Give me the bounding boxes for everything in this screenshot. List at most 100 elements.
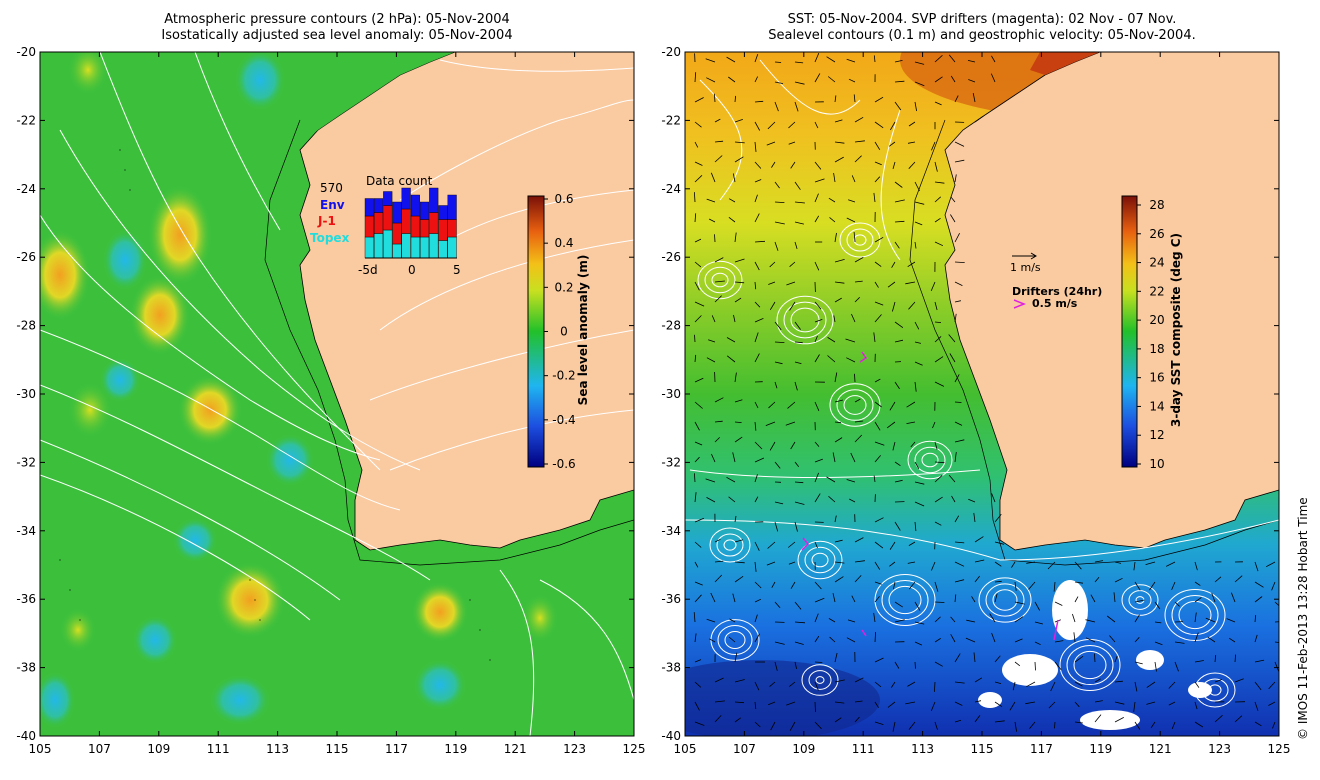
velocity-arrow xyxy=(834,539,843,543)
velocity-arrow xyxy=(1072,613,1076,623)
velocity-arrow xyxy=(754,474,758,483)
inset-bar-segment xyxy=(420,201,430,220)
velocity-arrow xyxy=(874,541,884,549)
eddy-contour xyxy=(985,583,1025,617)
velocity-arrow xyxy=(934,461,945,464)
eddy-contour xyxy=(1066,644,1114,686)
velocity-arrow xyxy=(967,60,976,63)
velocity-arrow xyxy=(934,474,943,483)
velocity-arrow xyxy=(894,661,900,669)
velocity-arrow xyxy=(694,261,702,268)
x-tick-label: 117 xyxy=(385,742,408,756)
velocity-arrow xyxy=(706,618,716,623)
velocity-arrow xyxy=(890,121,896,131)
inset-bar-segment xyxy=(374,212,384,234)
velocity-arrow xyxy=(874,596,880,603)
velocity-arrow xyxy=(894,321,904,329)
velocity-arrow xyxy=(874,161,882,166)
velocity-arrow xyxy=(889,541,896,550)
velocity-arrow xyxy=(814,121,819,129)
velocity-arrow xyxy=(771,581,776,588)
eddy-contour xyxy=(888,585,922,615)
velocity-arrow xyxy=(814,493,821,503)
velocity-arrow xyxy=(785,421,796,426)
colorbar-tick-label: 26 xyxy=(1149,227,1164,241)
velocity-arrow xyxy=(770,721,776,731)
x-tick-label: 123 xyxy=(563,742,586,756)
velocity-arrow xyxy=(728,216,736,223)
inset-xtick-2: 5 xyxy=(453,263,461,277)
velocity-arrow xyxy=(794,61,804,64)
y-tick-label: -22 xyxy=(16,113,36,127)
x-tick-label: 119 xyxy=(1089,742,1112,756)
velocity-arrow xyxy=(908,121,916,127)
velocity-arrow xyxy=(714,118,721,123)
velocity-arrow xyxy=(834,259,845,263)
velocity-arrow xyxy=(713,93,716,103)
x-tick-label: 117 xyxy=(1030,742,1053,756)
velocity-arrow xyxy=(994,681,1002,684)
velocity-arrow xyxy=(706,198,716,203)
velocity-arrow xyxy=(774,241,779,251)
velocity-arrow xyxy=(694,238,702,243)
eddy-contour xyxy=(697,260,743,300)
velocity-arrow xyxy=(874,455,881,463)
velocity-arrow xyxy=(714,560,724,563)
velocity-arrow xyxy=(874,96,884,103)
velocity-arrow xyxy=(914,221,923,226)
velocity-arrow xyxy=(914,521,917,532)
velocity-arrow xyxy=(934,521,942,526)
velocity-arrow xyxy=(1171,721,1176,730)
velocity-arrow xyxy=(854,140,865,143)
velocity-arrow xyxy=(934,241,944,247)
x-tick-label: 121 xyxy=(504,742,527,756)
velocity-arrow xyxy=(1014,661,1021,667)
velocity-arrow xyxy=(814,458,823,463)
velocity-arrow xyxy=(954,401,962,403)
velocity-arrow xyxy=(794,461,800,468)
velocity-arrow xyxy=(948,474,956,483)
velocity-arrow xyxy=(789,721,796,731)
inset-bar-segment xyxy=(438,219,448,241)
velocity-arrow xyxy=(834,156,844,163)
velocity-arrow xyxy=(954,439,965,443)
y-tick-label: -34 xyxy=(16,524,36,538)
velocity-arrow xyxy=(694,721,705,726)
velocity-arrow xyxy=(787,401,796,409)
velocity-arrow xyxy=(694,594,702,603)
velocity-arrow xyxy=(694,401,703,409)
velocity-arrow xyxy=(892,721,896,732)
eddy-contour xyxy=(874,574,936,626)
velocity-arrow xyxy=(954,515,960,523)
velocity-arrow xyxy=(874,517,884,523)
velocity-arrow xyxy=(754,421,757,431)
velocity-arrow xyxy=(874,401,882,408)
velocity-arrow xyxy=(709,638,716,643)
inset-bar-segment xyxy=(392,222,402,245)
velocity-arrow xyxy=(854,434,863,443)
velocity-arrow xyxy=(874,121,884,129)
velocity-arrow xyxy=(989,613,996,623)
x-tick-label: 111 xyxy=(207,742,230,756)
velocity-arrow xyxy=(694,633,697,643)
velocity-arrow xyxy=(694,473,696,483)
velocity-arrow xyxy=(1134,681,1138,692)
eddy-contour xyxy=(716,533,744,557)
velocity-arrow xyxy=(694,541,702,548)
right-map xyxy=(685,52,1279,736)
sealevel-contour-line xyxy=(699,79,743,201)
velocity-arrow xyxy=(694,281,700,291)
velocity-arrow xyxy=(854,537,864,543)
colorbar-tick-label: 10 xyxy=(1149,457,1164,471)
velocity-arrow xyxy=(706,497,716,503)
velocity-arrow xyxy=(754,194,758,203)
sealevel-contour-line xyxy=(689,469,981,478)
velocity-arrow xyxy=(894,339,904,343)
velocity-arrow xyxy=(1034,661,1036,671)
velocity-arrow xyxy=(850,452,856,463)
y-tick-label: -26 xyxy=(16,250,36,264)
velocity-arrow xyxy=(914,81,925,87)
velocity-arrow xyxy=(794,661,797,669)
velocity-arrow xyxy=(732,173,736,183)
velocity-arrow xyxy=(1154,661,1157,672)
